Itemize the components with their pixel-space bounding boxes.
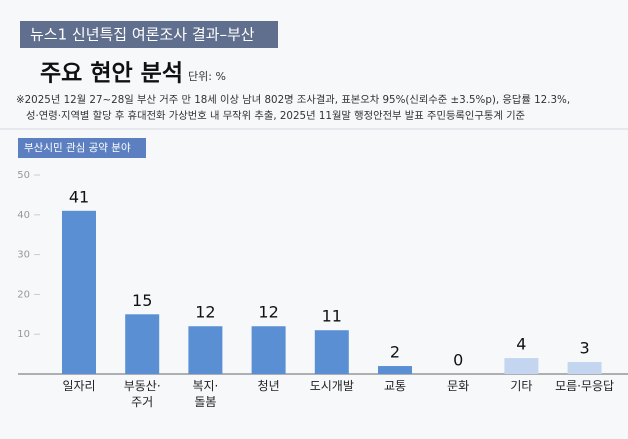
banner-box (20, 21, 278, 48)
bar (251, 326, 286, 374)
title: 주요 현안 분석 (40, 61, 183, 87)
bar (567, 362, 602, 374)
bar (62, 210, 96, 374)
value-label: 11 (322, 307, 342, 326)
value-label: 0 (453, 351, 463, 370)
y-tick-label: 20 (17, 289, 30, 300)
x-tick-label: 기타 (510, 379, 533, 393)
y-tick-label: 30 (17, 250, 30, 261)
bar (188, 326, 223, 374)
section-title: 부산시민 관심 공약 분야 (24, 141, 131, 154)
note: 성·연령·지역별 할당 후 휴대전화 가상번호 내 무작위 추출, 2025년 … (26, 109, 525, 122)
y-tick-label: 10 (17, 329, 30, 340)
value-label: 12 (258, 303, 278, 322)
note: ※2025년 12월 27~28일 부산 거주 만 18세 이상 남녀 802명… (16, 94, 570, 106)
value-label: 2 (390, 343, 400, 362)
value-label: 12 (195, 303, 215, 322)
y-tick-label: 50 (17, 170, 30, 181)
banner: 뉴스1 신년특집 여론조사 결과–부산 (30, 26, 255, 44)
bar (504, 358, 539, 374)
x-tick-label: 일자리 (62, 379, 96, 393)
bar (125, 314, 160, 374)
value-label: 3 (580, 339, 590, 358)
value-label: 41 (69, 187, 89, 206)
x-tick-label: 청년 (257, 379, 280, 393)
unit: 단위: % (188, 70, 226, 83)
x-tick-label: 도시개발 (309, 379, 354, 393)
x-tick-label: 부동산· 주거 (123, 379, 161, 409)
x-tick-label: 모름·무응답 (555, 379, 615, 393)
bar (314, 330, 349, 374)
x-tick-label: 교통 (383, 379, 407, 393)
bar (378, 366, 412, 374)
value-label: 4 (516, 335, 526, 354)
value-label: 15 (132, 291, 152, 310)
y-tick-label: 40 (17, 210, 30, 221)
section-box (18, 138, 146, 158)
x-tick-label: 문화 (447, 379, 470, 393)
x-tick-label: 복지· 돌봄 (192, 379, 219, 409)
